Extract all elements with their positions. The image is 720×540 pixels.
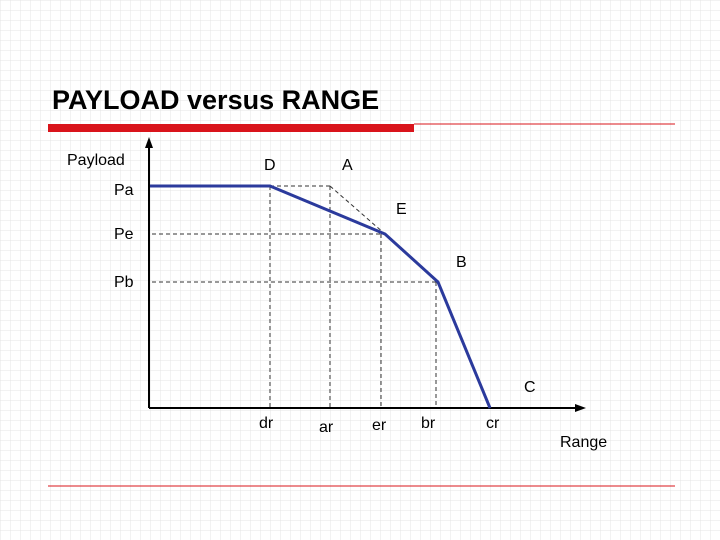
guide-lines — [152, 185, 438, 408]
point-label: A — [342, 157, 353, 174]
y-tick-label: Pb — [114, 274, 134, 291]
y-tick-label: Pa — [114, 182, 134, 199]
payload-range-curve — [150, 184, 492, 409]
y-axis-label: Payload — [67, 152, 125, 169]
x-arrow — [575, 404, 586, 412]
x-tick-label: br — [421, 415, 436, 432]
x-tick-label: dr — [259, 415, 274, 432]
guide — [329, 185, 386, 235]
y-tick-label: Pe — [114, 226, 134, 243]
y-arrow — [145, 137, 153, 148]
point-label: E — [396, 201, 407, 218]
title-bar — [48, 124, 414, 132]
point-label: B — [456, 254, 467, 271]
x-tick-label: er — [372, 417, 387, 434]
x-tick-label: ar — [319, 419, 334, 436]
slide-title: PAYLOAD versus RANGE — [52, 85, 379, 115]
point-label: C — [524, 379, 536, 396]
x-axis-label: Range — [560, 434, 607, 451]
x-tick-label: cr — [486, 415, 500, 432]
axes — [148, 142, 580, 409]
point-label: D — [264, 157, 276, 174]
